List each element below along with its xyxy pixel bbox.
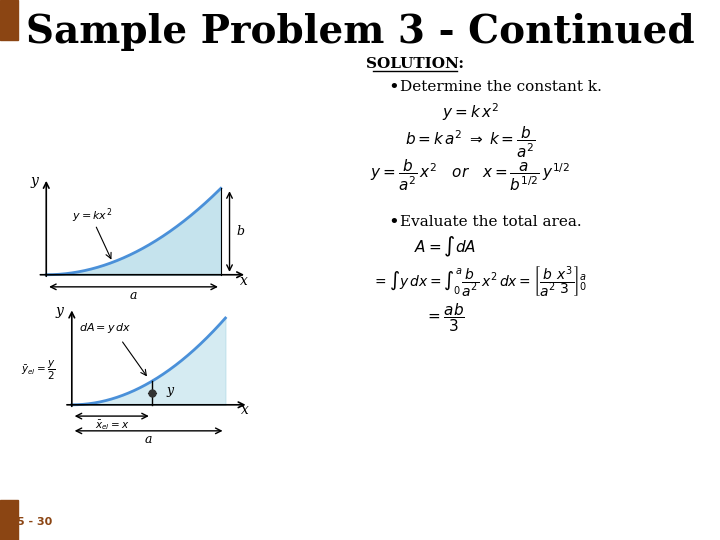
Text: $y = kx^2$: $y = kx^2$: [73, 207, 112, 225]
Text: $\bar{x}_{el} = x$: $\bar{x}_{el} = x$: [94, 418, 129, 431]
Text: 5 - 30: 5 - 30: [17, 517, 53, 527]
Text: $y = k\,x^2$: $y = k\,x^2$: [441, 101, 498, 123]
Text: $b = k\,a^2 \;\Rightarrow\; k = \dfrac{b}{a^2}$: $b = k\,a^2 \;\Rightarrow\; k = \dfrac{b…: [405, 124, 536, 160]
Text: $y = \dfrac{b}{a^2}\,x^2 \quad or \quad x = \dfrac{a}{b^{1/2}}\,y^{1/2}$: $y = \dfrac{b}{a^2}\,x^2 \quad or \quad …: [370, 157, 570, 193]
Text: a: a: [130, 289, 138, 302]
Text: Sample Problem 3 - Continued: Sample Problem 3 - Continued: [26, 13, 694, 51]
Text: x: x: [241, 403, 249, 417]
Text: $= \int y\,dx = \int_0^a \dfrac{b}{a^2}\,x^2\,dx = \left[\dfrac{b}{a^2}\dfrac{x^: $= \int y\,dx = \int_0^a \dfrac{b}{a^2}\…: [372, 265, 588, 300]
Text: y: y: [30, 174, 38, 188]
Text: $\bar{y}_{el} = \dfrac{y}{2}$: $\bar{y}_{el} = \dfrac{y}{2}$: [21, 359, 55, 382]
Bar: [0, 500, 18, 540]
Text: Determine the constant k.: Determine the constant k.: [400, 80, 602, 94]
Text: $A = \int dA$: $A = \int dA$: [414, 235, 476, 259]
Bar: [0, 0, 18, 40]
Text: SOLUTION:: SOLUTION:: [366, 57, 464, 71]
Text: y: y: [55, 304, 63, 318]
Text: x: x: [240, 274, 248, 288]
Text: $= \dfrac{ab}{3}$: $= \dfrac{ab}{3}$: [425, 302, 465, 334]
Text: •: •: [388, 78, 399, 96]
Text: Evaluate the total area.: Evaluate the total area.: [400, 215, 582, 229]
Text: y: y: [166, 383, 174, 396]
Text: $dA = y\,dx$: $dA = y\,dx$: [79, 321, 132, 335]
Text: b: b: [236, 225, 245, 238]
Text: •: •: [388, 213, 399, 231]
Text: a: a: [145, 433, 153, 446]
